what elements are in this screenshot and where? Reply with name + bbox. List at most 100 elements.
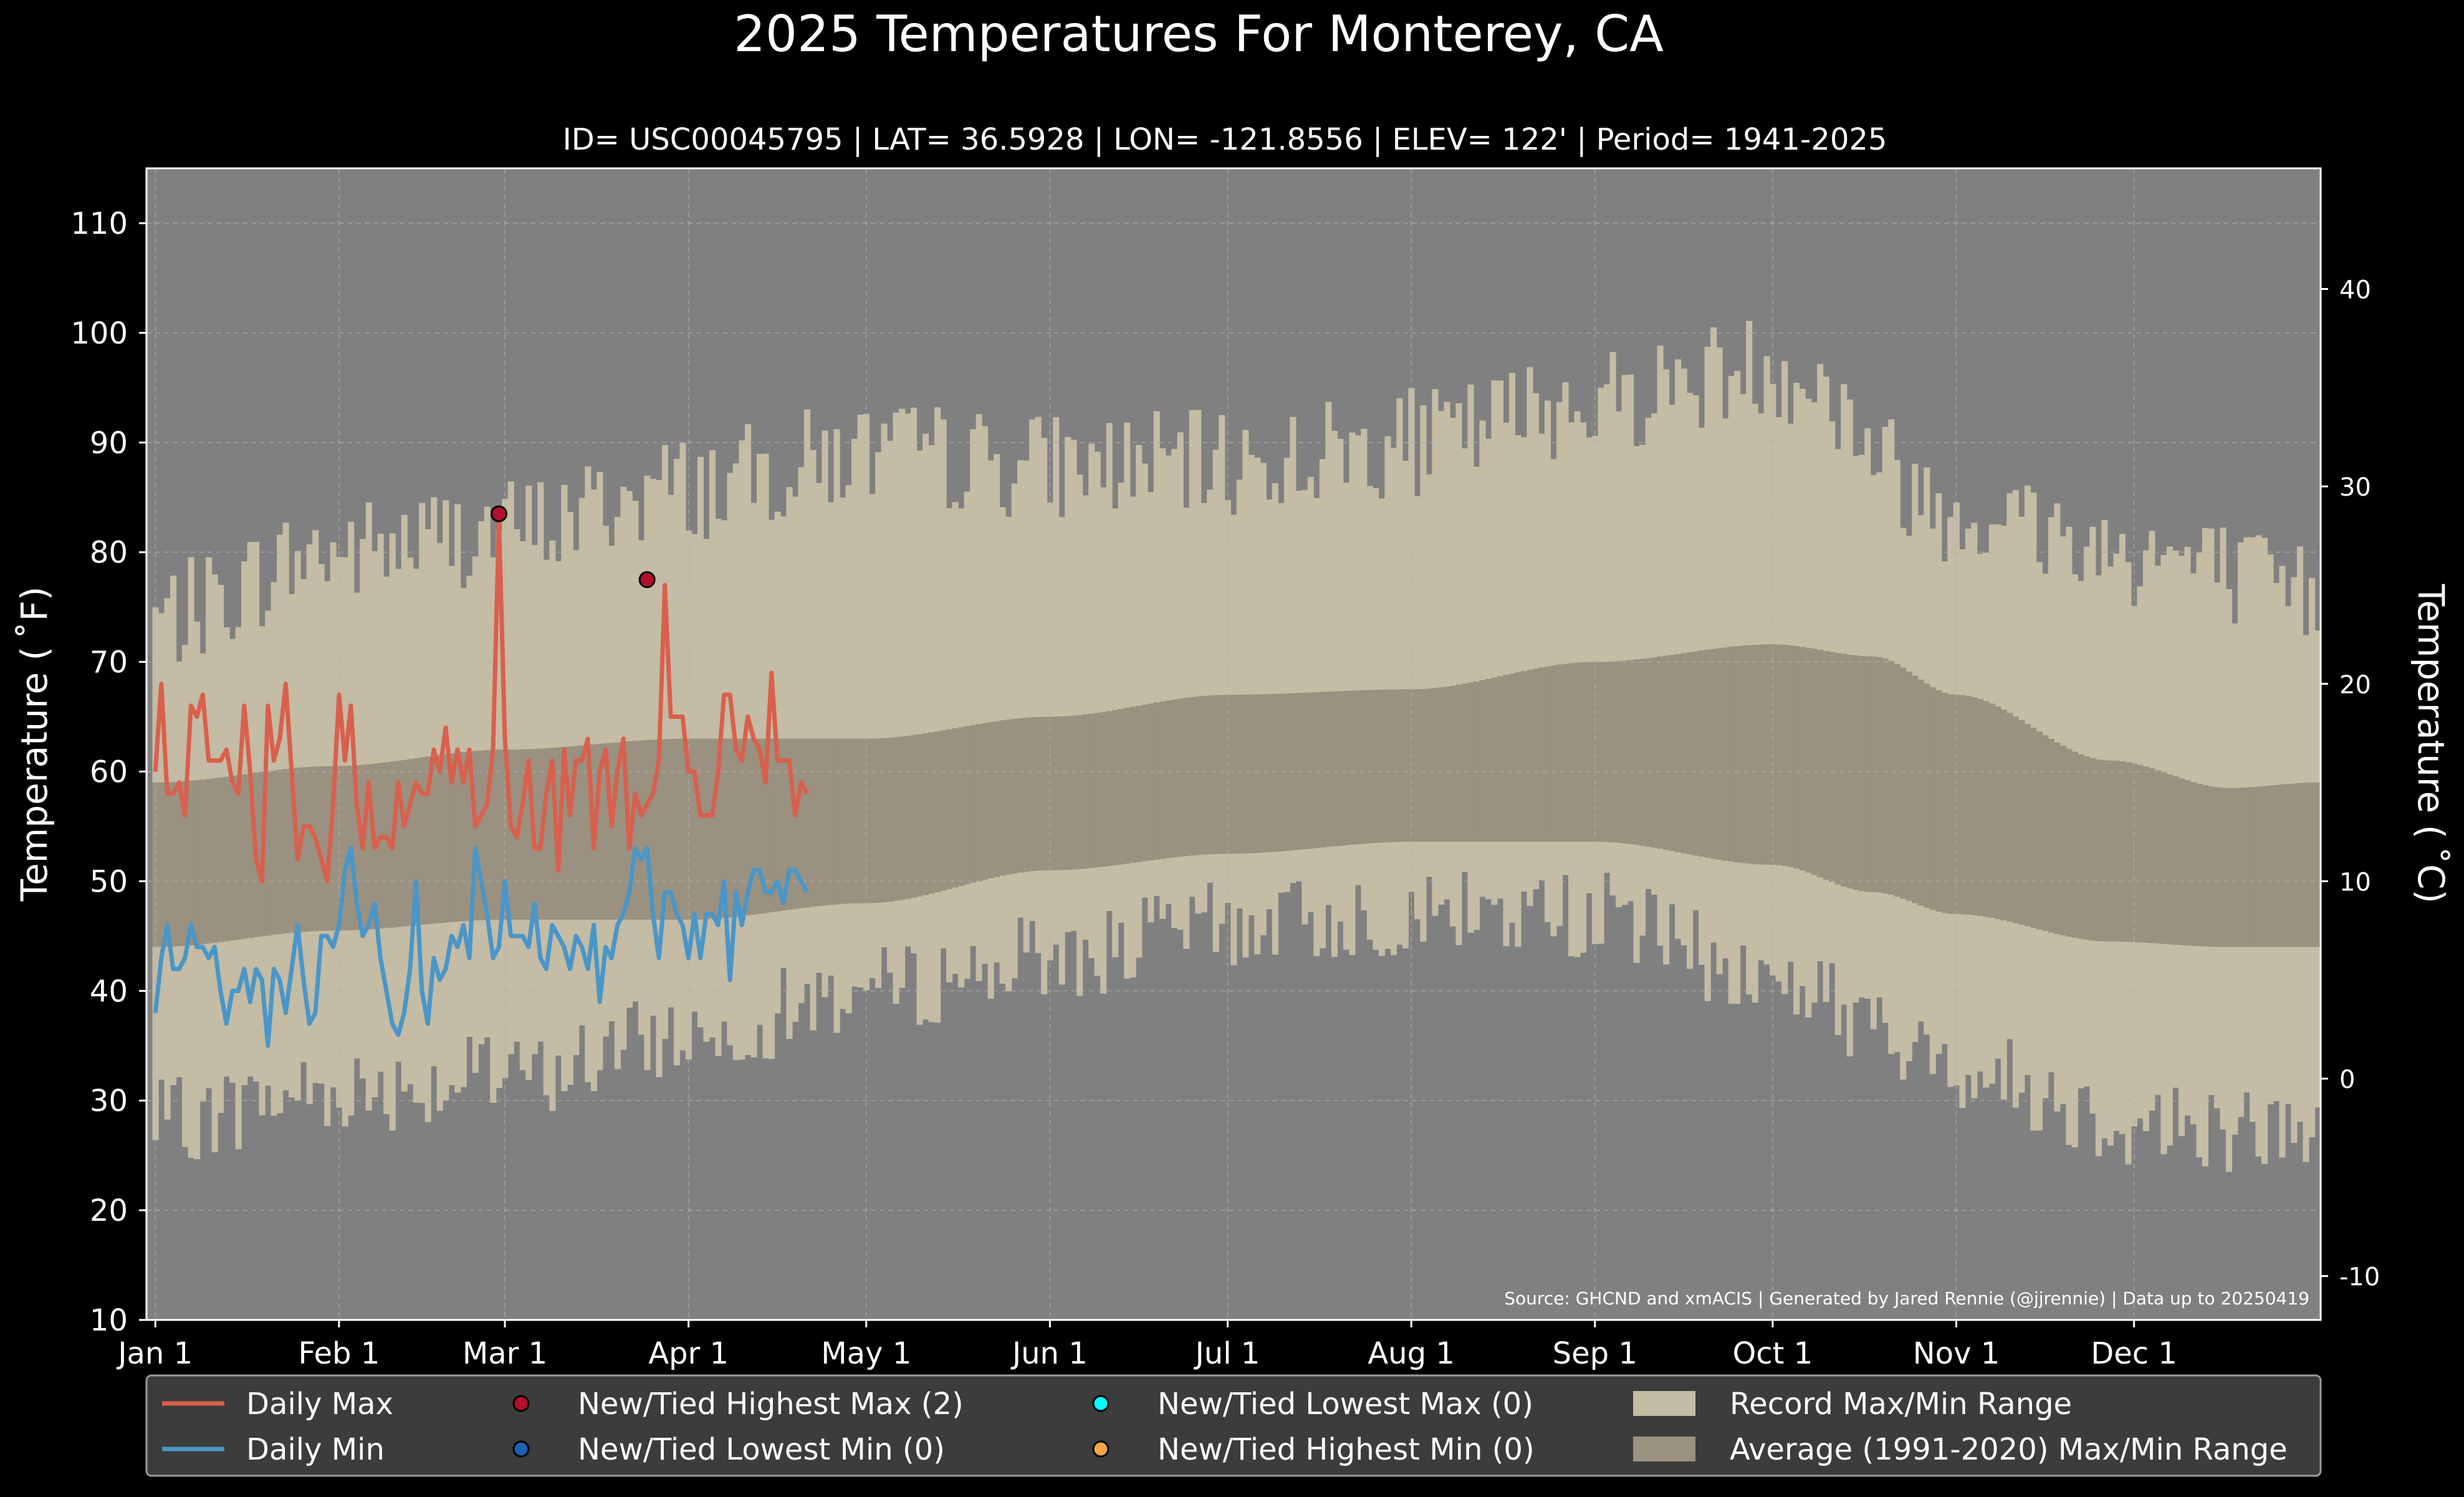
average-range-bar <box>431 756 438 924</box>
average-range-bar <box>1236 695 1243 854</box>
average-range-bar <box>1366 690 1373 844</box>
average-range-bar <box>543 748 550 920</box>
average-range-bar <box>2006 713 2013 922</box>
average-range-bar <box>1011 718 1018 874</box>
average-range-bar <box>1823 650 1829 880</box>
average-range-bar <box>1550 665 1557 842</box>
average-range-bar <box>1201 696 1207 855</box>
average-range-bar <box>1971 697 1978 915</box>
average-range-bar <box>1100 711 1107 867</box>
average-range-bar <box>1035 716 1042 871</box>
average-range-bar <box>2024 724 2031 927</box>
y-axis-label-right: Temperature ( ˚C) <box>2410 584 2452 903</box>
left-tick-label: 60 <box>90 754 128 789</box>
record-range-bar <box>1461 448 1469 872</box>
average-range-bar <box>1503 675 1510 842</box>
average-range-bar <box>1912 675 1919 903</box>
record-range-bar <box>1159 448 1166 919</box>
average-range-bar <box>2166 774 2173 945</box>
average-range-bar <box>1965 696 1972 915</box>
record-range-bar <box>1657 345 1664 946</box>
average-range-bar <box>2267 785 2274 947</box>
record-range-bar <box>1053 417 1060 945</box>
average-range-bar <box>1165 700 1172 859</box>
x-tick-label: Nov 1 <box>1913 1336 2000 1371</box>
average-range-bar <box>365 764 372 930</box>
average-range-bar <box>1426 688 1432 842</box>
legend-swatch-dot <box>1092 1395 1110 1412</box>
average-range-bar <box>1870 656 1877 892</box>
record-range-bar <box>887 440 894 973</box>
record-range-bar <box>1354 435 1361 885</box>
average-range-bar <box>650 739 656 920</box>
average-range-bar <box>1675 653 1682 852</box>
x-tick-label: Mar 1 <box>463 1336 547 1371</box>
average-range-bar <box>1159 701 1166 859</box>
average-range-bar <box>1307 692 1314 849</box>
record-range-bar <box>833 429 840 1033</box>
average-range-bar <box>2243 787 2250 947</box>
average-range-bar <box>1402 689 1409 842</box>
record-range-bar <box>1106 423 1113 912</box>
average-range-bar <box>602 743 609 920</box>
average-range-bar <box>2036 731 2043 930</box>
average-range-bar <box>377 763 384 929</box>
right-tick-label: 10 <box>2339 868 2371 897</box>
average-range-bar <box>176 781 183 946</box>
legend-label: New/Tied Lowest Min (0) <box>578 1432 945 1467</box>
average-range-bar <box>2190 782 2197 946</box>
average-range-bar <box>1065 716 1071 870</box>
average-range-bar <box>987 722 994 878</box>
record-range-bar <box>1029 419 1036 922</box>
average-range-bar <box>549 748 556 920</box>
plot-frame <box>145 167 2322 1321</box>
average-range-bar <box>774 738 781 912</box>
average-range-bar <box>478 750 485 920</box>
right-tick-label: 20 <box>2339 671 2371 700</box>
average-range-bar <box>1260 694 1267 853</box>
average-range-bar <box>1148 703 1154 860</box>
average-range-bar <box>1005 720 1012 875</box>
average-range-bar <box>206 779 213 944</box>
record-range-bar <box>1242 430 1249 958</box>
average-range-bar <box>1384 689 1391 842</box>
record-range-bar <box>904 413 911 946</box>
record-range-bar <box>1248 455 1255 916</box>
average-range-bar <box>839 738 846 904</box>
average-range-bar <box>1882 658 1889 893</box>
record-range-bar <box>1491 380 1498 905</box>
average-range-bar <box>1349 690 1356 845</box>
average-range-bar <box>1799 647 1806 871</box>
average-range-bar <box>2059 746 2066 936</box>
average-range-bar <box>182 781 189 946</box>
average-range-bar <box>1230 695 1237 854</box>
daily-max-line <box>153 517 809 883</box>
average-range-bar <box>1734 646 1741 863</box>
average-range-bar <box>1669 655 1675 851</box>
legend-label: New/Tied Highest Min (0) <box>1158 1432 1535 1467</box>
record-range-bar <box>1527 367 1533 907</box>
average-range-bar <box>798 738 805 908</box>
record-range-bar <box>1325 402 1332 905</box>
average-range-bar <box>691 738 698 920</box>
average-range-bar <box>1906 671 1912 901</box>
average-range-bar <box>994 721 1000 877</box>
average-range-bar <box>1633 659 1640 845</box>
average-range-bar <box>679 738 686 920</box>
record-range-bar <box>1444 402 1450 900</box>
average-range-bar <box>893 737 899 901</box>
record-range-bar <box>1065 436 1071 932</box>
average-range-bar <box>1995 706 2001 919</box>
average-range-bar <box>1787 645 1794 867</box>
record-range-bar <box>1141 463 1148 898</box>
average-range-bar <box>632 741 639 920</box>
record-range-bar <box>1041 438 1048 994</box>
average-range-bar <box>744 738 752 916</box>
average-range-bar <box>697 738 704 920</box>
average-range-bar <box>1141 705 1148 862</box>
average-range-bar <box>2142 766 2149 943</box>
average-range-bar <box>2284 784 2292 947</box>
average-range-bar <box>1704 650 1711 858</box>
average-range-bar <box>519 749 526 920</box>
average-range-bar <box>2137 764 2144 943</box>
